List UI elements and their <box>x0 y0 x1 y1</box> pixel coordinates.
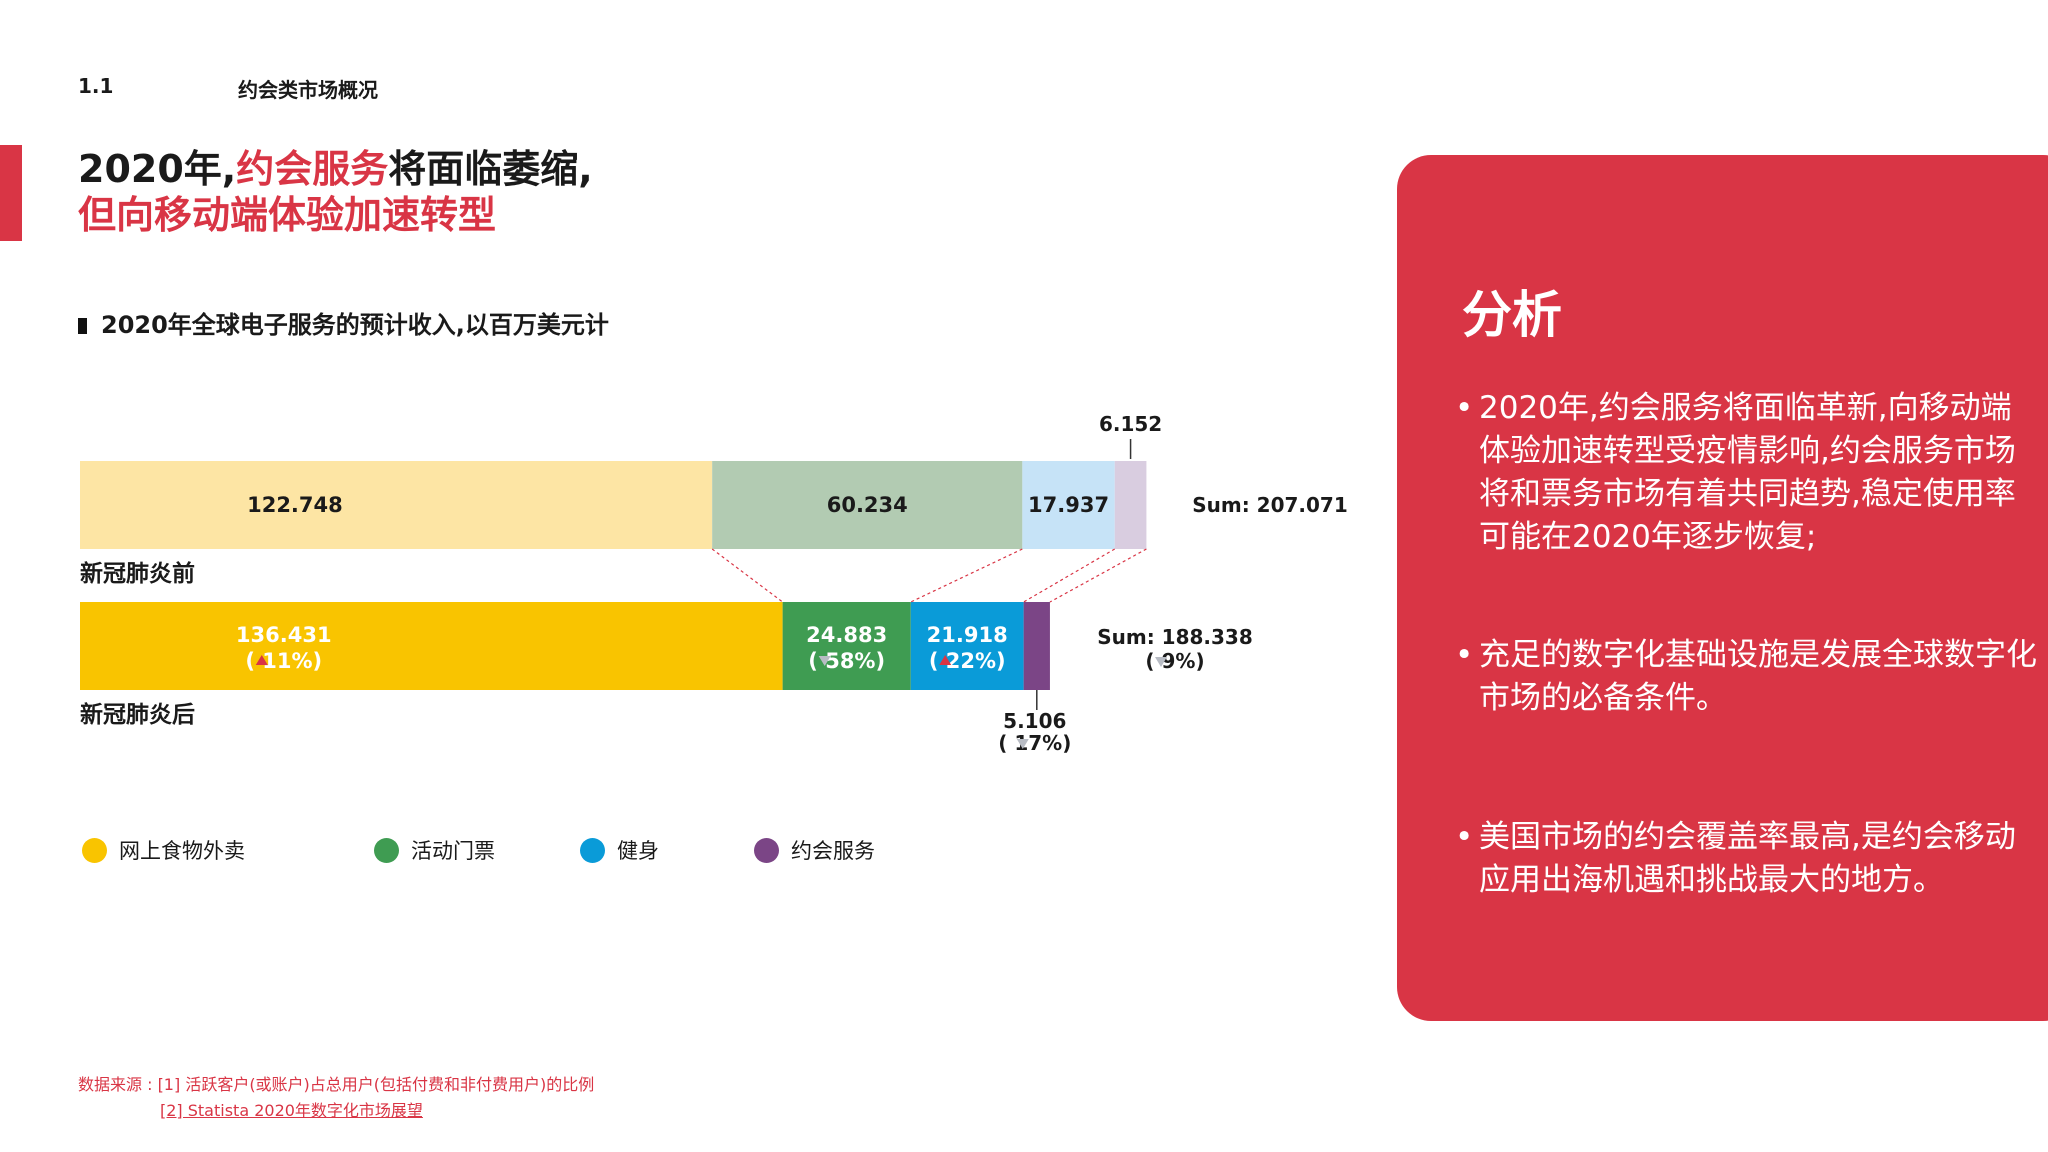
legend-item-food-delivery: 网上食物外卖 <box>82 835 245 865</box>
legend-item-event-tickets: 活动门票 <box>374 835 495 865</box>
down-arrow-icon <box>818 656 831 666</box>
up-arrow-icon <box>939 655 952 665</box>
change-label: ( 22%) <box>929 649 1006 673</box>
connector-line <box>711 548 783 603</box>
data-label: 21.918 <box>927 623 1008 647</box>
bar-segment <box>712 461 1023 549</box>
data-label: 17.937 <box>1028 493 1109 517</box>
analysis-panel <box>1397 155 2048 1021</box>
legend-dot <box>754 837 779 863</box>
legend-dot <box>374 837 399 863</box>
legend-label: 健身 <box>617 839 659 863</box>
data-label: 5.106 <box>1003 709 1066 733</box>
connector-line <box>1049 548 1147 603</box>
source-line-1: 数据来源 : [1] 活跃客户(或账户)占总用户(包括付费和非付费用户)的比例 <box>78 1075 595 1094</box>
bar-segment <box>910 602 1024 690</box>
bar-segment <box>1023 602 1050 690</box>
bullet-marker: • <box>1455 637 1474 673</box>
sum-label: Sum: 207.071 <box>1192 493 1348 517</box>
bullet-marker: • <box>1455 819 1474 855</box>
source-link[interactable]: [2] Statista 2020年数字化市场展望 <box>160 1101 423 1120</box>
legend-dot <box>82 837 107 863</box>
headline: 2020年,约会服务将面临萎缩, 但向移动端体验加速转型 <box>78 146 593 238</box>
bar-segment <box>80 461 713 549</box>
legend-label: 网上食物外卖 <box>119 839 245 863</box>
analysis-bullet: • 充足的数字化基础设施是发展全球数字化市场的必备条件。 <box>1455 634 2039 720</box>
chart-title-marker <box>78 318 87 334</box>
chart-title-text: 2020年全球电子服务的预计收入,以百万美元计 <box>101 311 609 339</box>
row-label: 新冠肺炎后 <box>80 701 195 728</box>
stacked-bar-chart: 新冠肺炎前 Sum: 207.071 新冠肺炎后 Sum: 188.338( 9%) 1… <box>80 412 1348 755</box>
headline-line-2: 但向移动端体验加速转型 <box>78 193 497 237</box>
up-arrow-icon <box>255 655 268 665</box>
connector-line <box>1023 548 1116 603</box>
legend-item-dating: 约会服务 <box>754 835 875 865</box>
data-label: 122.748 <box>247 493 343 517</box>
data-label: 24.883 <box>806 623 887 647</box>
analysis-title: 分析 <box>1462 286 1562 344</box>
bar-segment <box>1114 461 1147 549</box>
legend-dot <box>580 837 605 863</box>
data-label: 136.431 <box>236 623 332 647</box>
headline-part-1: 2020年, <box>78 147 237 191</box>
bullet-marker: • <box>1455 390 1474 426</box>
legend-label: 约会服务 <box>791 839 875 863</box>
sum-change-label: ( 9%) <box>1145 649 1204 673</box>
bar-segment <box>1022 461 1115 549</box>
chart-title: 2020年全球电子服务的预计收入,以百万美元计 <box>78 305 609 340</box>
headline-highlight: 约会服务 <box>236 147 389 191</box>
analysis-bullet: • 2020年,约会服务将面临革新,向移动端体验加速转型受疫情影响,约会服务市场将… <box>1455 387 2039 559</box>
down-arrow-icon <box>1016 739 1029 749</box>
row-label: 新冠肺炎前 <box>80 560 195 587</box>
change-label: ( 58%) <box>808 649 885 673</box>
analysis-bullet-text: 美国市场的约会覆盖率最高,是约会移动应用出海机遇和挑战最大的地方。 <box>1479 819 2016 898</box>
data-label: 60.234 <box>827 493 908 517</box>
change-label: ( 17%) <box>998 731 1071 755</box>
legend-item-fitness: 健身 <box>580 835 659 865</box>
section-number: 1.1 <box>78 74 114 98</box>
down-arrow-icon <box>1155 657 1167 667</box>
headline-part-2: 将面临萎缩, <box>388 147 593 191</box>
accent-bar <box>0 145 22 241</box>
bar-segment <box>782 602 911 690</box>
connector-line <box>910 548 1023 603</box>
bar-segment <box>80 602 783 690</box>
sum-label: Sum: 188.338 <box>1097 625 1253 649</box>
analysis-bullet-text: 充足的数字化基础设施是发展全球数字化市场的必备条件。 <box>1479 637 2037 716</box>
legend-label: 活动门票 <box>411 839 495 863</box>
analysis-bullet: • 美国市场的约会覆盖率最高,是约会移动应用出海机遇和挑战最大的地方。 <box>1455 816 2039 902</box>
change-label: ( 11%) <box>245 649 322 673</box>
data-label: 6.152 <box>1099 412 1162 436</box>
analysis-bullet-text: 2020年,约会服务将面临革新,向移动端体验加速转型受疫情影响,约会服务市场将和… <box>1479 390 2016 555</box>
section-title: 约会类市场概况 <box>238 78 378 102</box>
headline-line-1: 2020年,约会服务将面临萎缩, <box>78 146 593 192</box>
